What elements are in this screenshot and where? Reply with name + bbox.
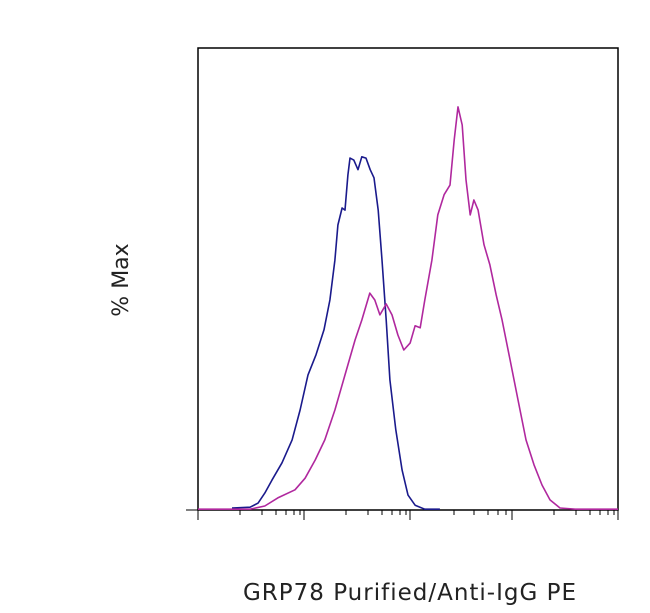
plot-frame	[197, 47, 619, 511]
x-axis-ticks	[186, 509, 619, 520]
x-axis-label: GRP78 Purified/Anti-IgG PE	[243, 580, 577, 606]
y-axis-label: % Max	[109, 243, 134, 316]
histogram-line	[198, 106, 618, 510]
histogram-line	[231, 156, 440, 510]
